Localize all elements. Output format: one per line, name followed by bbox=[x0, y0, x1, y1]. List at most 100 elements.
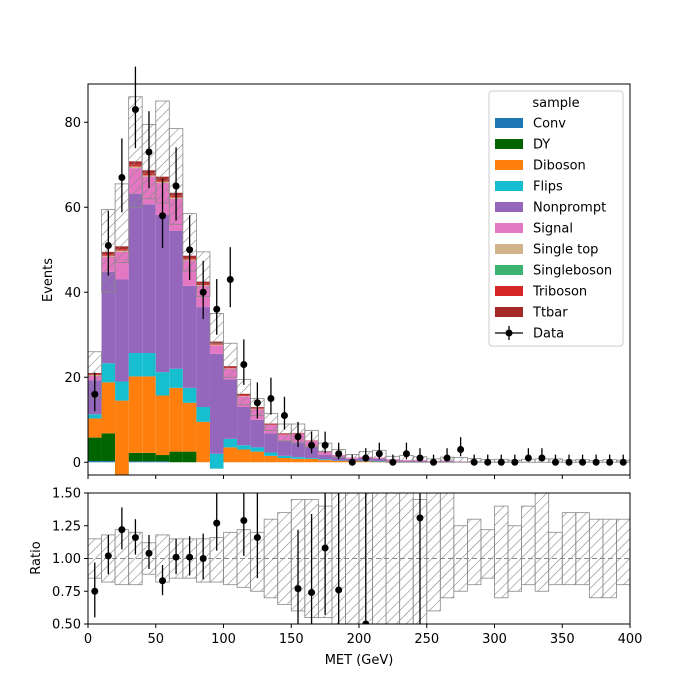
ratio-point bbox=[91, 587, 99, 595]
bar-flips bbox=[182, 387, 197, 403]
x-tick-label: 400 bbox=[618, 632, 643, 647]
data-point bbox=[592, 458, 600, 466]
uncertainty-band-bin bbox=[453, 457, 468, 463]
ratio-point bbox=[131, 534, 139, 542]
legend-swatch bbox=[495, 118, 523, 128]
bar-flips bbox=[169, 368, 183, 388]
data-point bbox=[565, 458, 573, 466]
ratio-point bbox=[118, 526, 126, 534]
legend-swatch bbox=[495, 223, 523, 233]
bar-dy bbox=[169, 451, 183, 463]
bar-diboson bbox=[331, 460, 346, 463]
data-point bbox=[484, 458, 492, 466]
ratio-panel: 0.50 0.75 1.00 1.25 1.50 0 50 100 150 200 250 300 3… bbox=[29, 487, 643, 669]
x-tick-label: 200 bbox=[347, 632, 372, 647]
data-point bbox=[511, 458, 519, 466]
x-tick-label: 350 bbox=[550, 632, 575, 647]
bar-diboson bbox=[88, 418, 102, 438]
data-point bbox=[606, 458, 614, 466]
ratio-point bbox=[104, 552, 112, 560]
legend-swatch bbox=[495, 160, 523, 170]
ratio-uncertainty-band bbox=[88, 493, 630, 624]
ratio-y-tick-label: 1.00 bbox=[52, 552, 81, 567]
legend-label: Flips bbox=[533, 180, 563, 195]
ratio-y-tick-label: 1.25 bbox=[52, 519, 81, 534]
bar-conv bbox=[155, 461, 170, 463]
data-point bbox=[551, 458, 559, 466]
stacked-histogram bbox=[88, 161, 563, 475]
legend-swatch bbox=[495, 181, 523, 191]
bar-dy bbox=[128, 452, 143, 462]
bar-conv bbox=[142, 461, 156, 463]
bar-nonprompt bbox=[291, 442, 305, 458]
x-tick-label: 100 bbox=[211, 632, 236, 647]
legend-entries: Conv DY Diboson Flips Nonprompt Signal Single … bbox=[495, 117, 612, 342]
data-point bbox=[172, 182, 180, 190]
bar-dy bbox=[182, 451, 197, 463]
bar-flips bbox=[223, 438, 238, 448]
bar-nonprompt bbox=[264, 433, 278, 453]
uncertainty-band-bin bbox=[263, 412, 279, 431]
bar-nonprompt bbox=[155, 214, 170, 373]
legend-label: Diboson bbox=[533, 159, 586, 174]
legend-label: Nonprompt bbox=[533, 201, 606, 216]
data-point bbox=[213, 305, 221, 313]
ratio-point bbox=[186, 553, 194, 561]
data-point bbox=[362, 454, 370, 462]
ratio-point bbox=[321, 544, 329, 552]
ratio-point bbox=[294, 585, 302, 593]
bar-flips bbox=[250, 447, 265, 452]
ratio-band-bin bbox=[372, 493, 387, 624]
legend-title: sample bbox=[532, 96, 579, 111]
legend-swatch bbox=[495, 307, 523, 317]
bar-flips bbox=[209, 453, 224, 469]
ratio-point bbox=[199, 555, 207, 562]
bar-conv bbox=[128, 461, 143, 463]
legend-label: Ttbar bbox=[532, 306, 568, 321]
bar-dy bbox=[88, 437, 102, 461]
legend-swatch bbox=[495, 265, 523, 275]
x-tick-label: 0 bbox=[84, 632, 92, 647]
bar-nonprompt bbox=[318, 455, 332, 460]
bar-diboson bbox=[223, 447, 238, 463]
bar-signal bbox=[209, 345, 224, 354]
bar-nonprompt bbox=[115, 279, 129, 382]
ratio-point bbox=[145, 549, 153, 557]
bar-dy bbox=[142, 452, 156, 462]
data-point bbox=[267, 395, 275, 402]
data-point bbox=[457, 446, 465, 453]
x-tick-label: 300 bbox=[482, 632, 507, 647]
data-point bbox=[402, 450, 410, 458]
legend-frame bbox=[488, 90, 624, 347]
ratio-band-bin bbox=[399, 493, 414, 624]
bar-nonprompt bbox=[142, 204, 156, 354]
legend-label: Conv bbox=[533, 117, 566, 132]
ratio-band-bin bbox=[575, 512, 590, 586]
data-point bbox=[348, 458, 356, 466]
legend-label: Singleboson bbox=[533, 264, 612, 279]
ratio-y-tick-label: 0.75 bbox=[52, 585, 81, 600]
ratio-band-bin bbox=[534, 493, 550, 592]
ratio-band-bin bbox=[561, 512, 577, 586]
ratio-band-bin bbox=[439, 493, 455, 599]
bar-flips bbox=[196, 407, 210, 422]
ratio-band-bin bbox=[466, 518, 482, 586]
ratio-point bbox=[308, 589, 316, 597]
bar-diboson bbox=[115, 400, 129, 475]
x-tick-label: 250 bbox=[414, 632, 439, 647]
main-y-tick-label: 0 bbox=[73, 456, 81, 471]
ratio-point bbox=[172, 553, 180, 561]
bar-nonprompt bbox=[250, 419, 265, 448]
bar-flips bbox=[277, 455, 292, 458]
ratio-y-tick-label: 1.50 bbox=[52, 487, 81, 502]
ratio-y-ticks: 0.50 0.75 1.00 1.25 1.50 bbox=[52, 487, 88, 633]
ratio-point bbox=[253, 534, 261, 542]
bar-diboson bbox=[237, 449, 251, 463]
data-points bbox=[91, 66, 627, 466]
bar-diboson bbox=[196, 421, 210, 463]
bar-nonprompt bbox=[128, 193, 143, 354]
bar-triboson bbox=[209, 343, 224, 345]
bar-diboson bbox=[304, 458, 319, 463]
ratio-point bbox=[159, 577, 167, 585]
bar-nonprompt bbox=[101, 271, 116, 364]
